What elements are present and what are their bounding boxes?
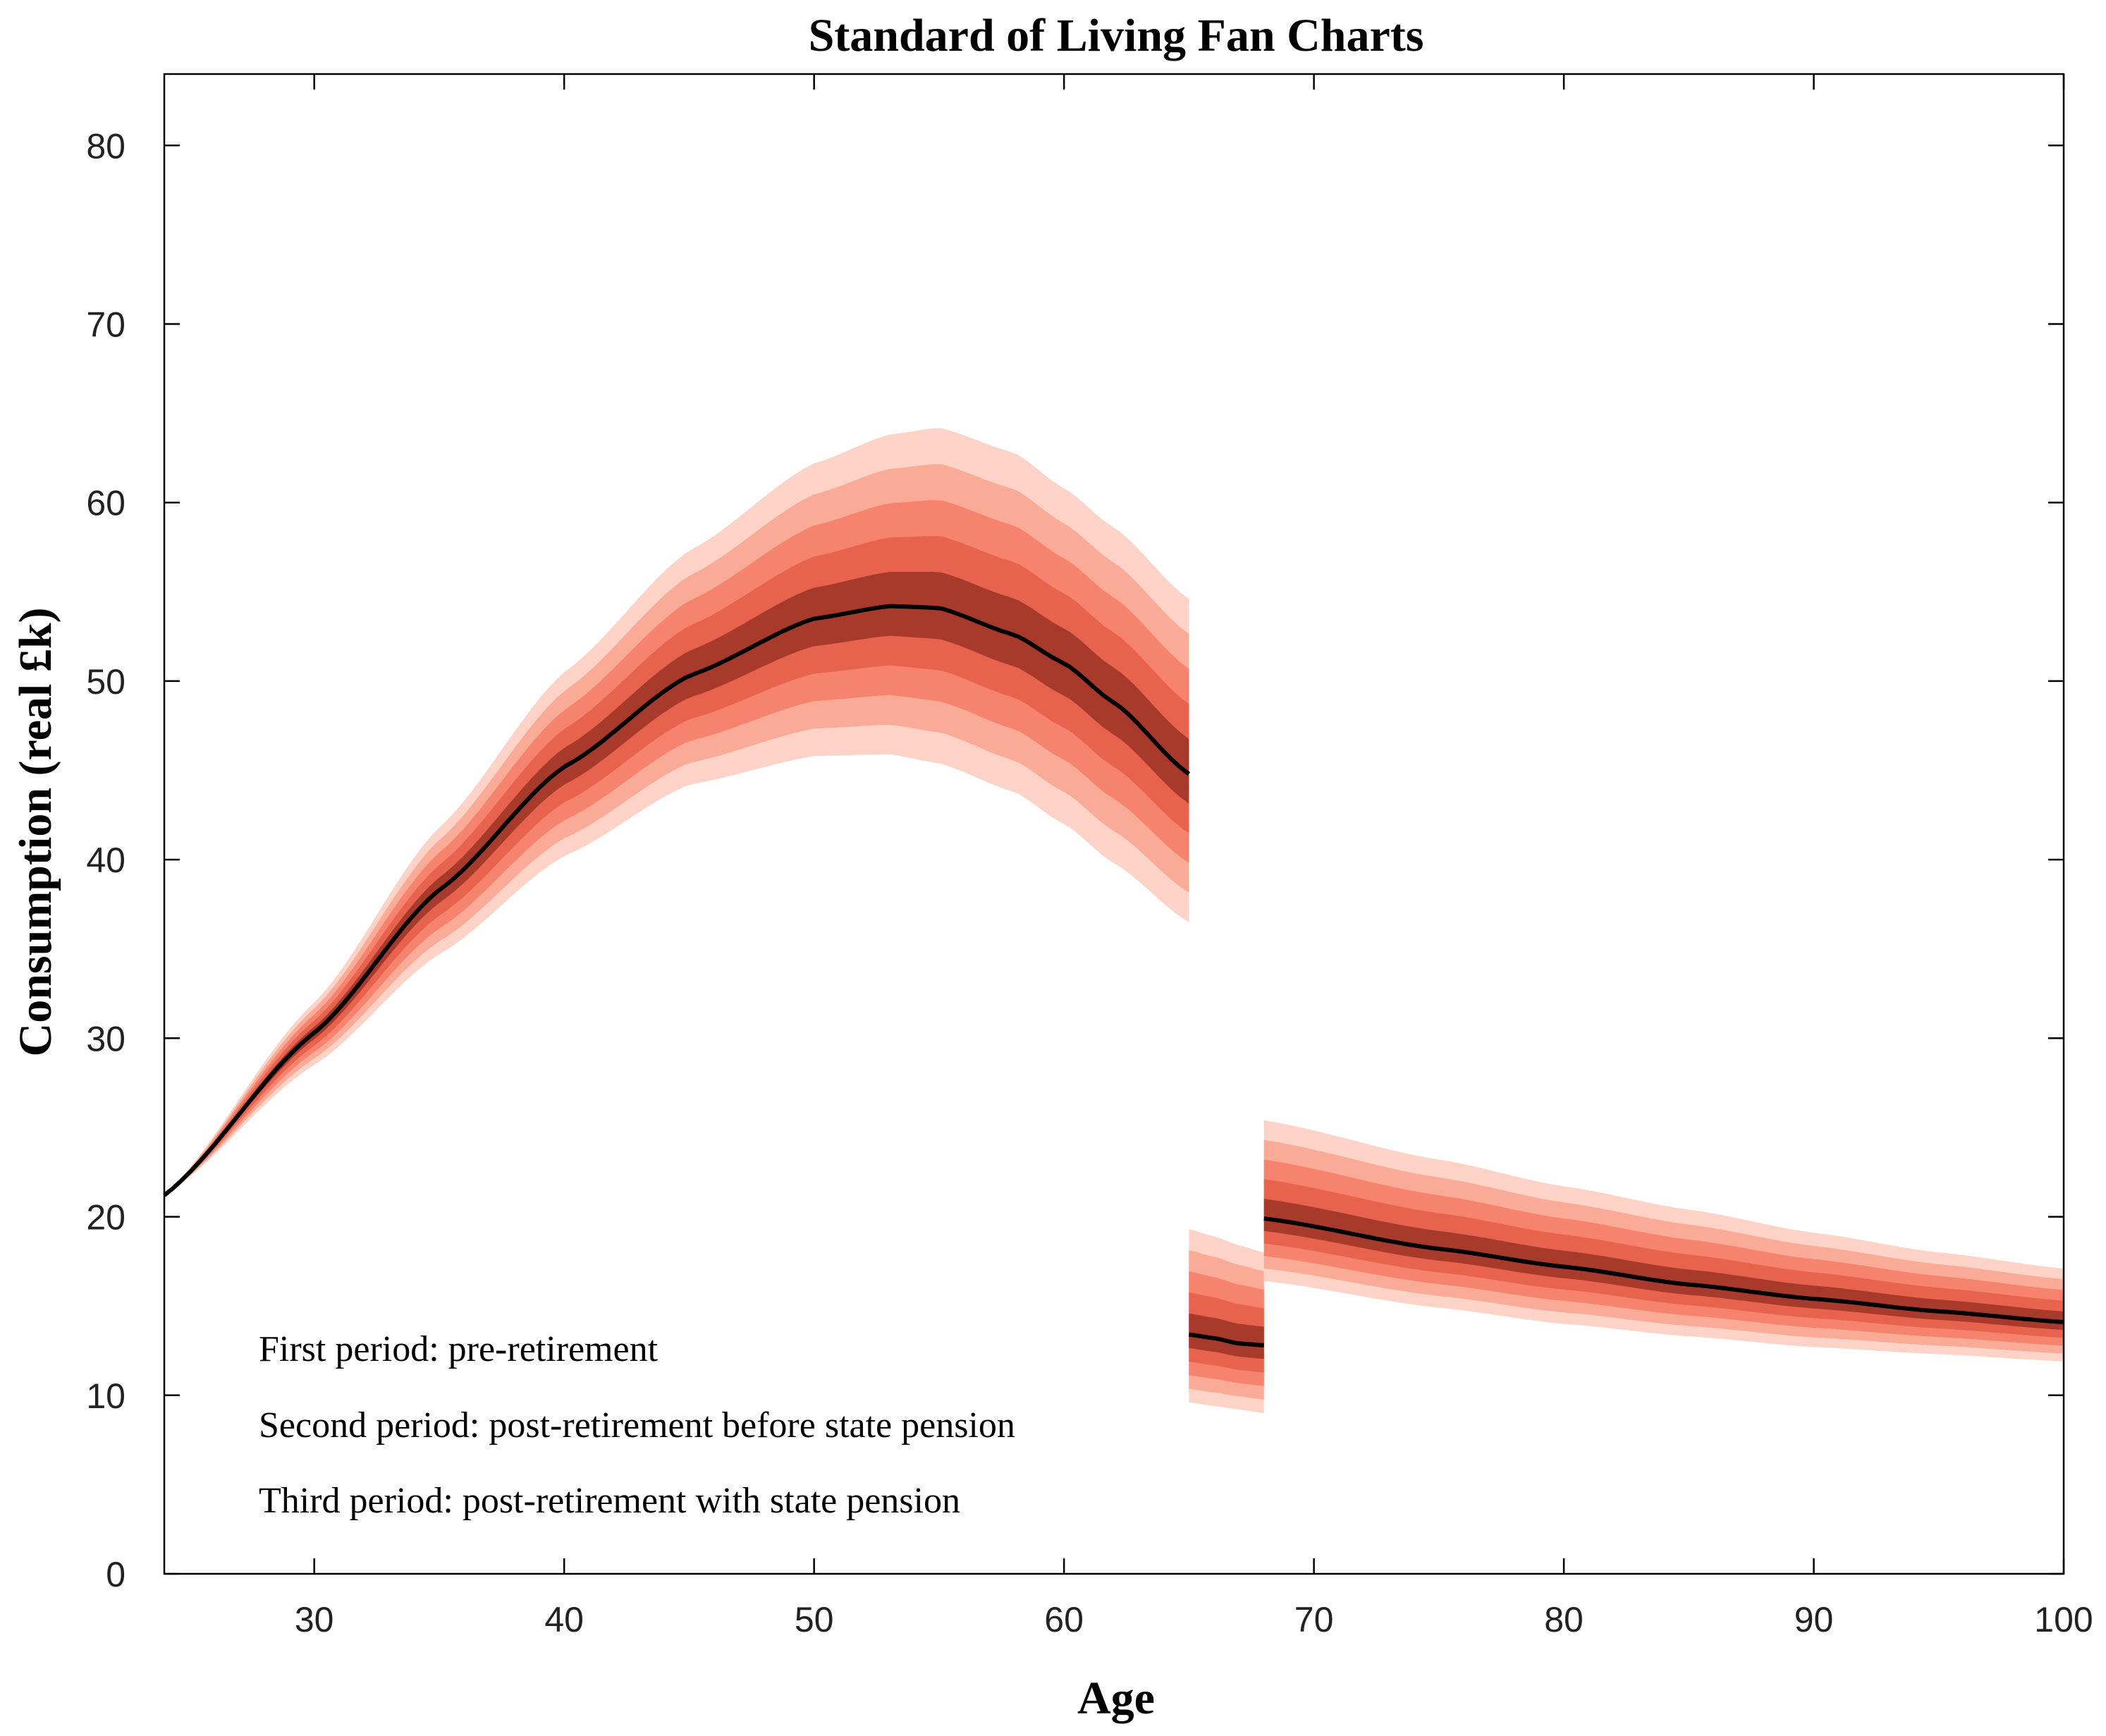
y-tick-label: 80 [86, 126, 125, 166]
median-line-seg2 [1187, 1332, 1266, 1347]
x-tick-label: 30 [295, 1600, 334, 1639]
fan-band-seg1-level3 [164, 500, 1189, 1196]
y-tick-label: 60 [86, 484, 125, 523]
y-tick-label: 0 [106, 1555, 125, 1594]
x-tick-label: 90 [1794, 1600, 1834, 1639]
x-tick-label: 100 [2034, 1600, 2093, 1639]
fan-band-seg2-level5 [1189, 1313, 1264, 1359]
y-axis-ticks: 0 10 20 30 40 50 60 70 80 [86, 126, 2064, 1594]
x-tick-label: 50 [795, 1600, 834, 1639]
y-tick-label: 70 [86, 305, 125, 345]
x-tick-label: 70 [1294, 1600, 1334, 1639]
plot-frame [163, 73, 2065, 1575]
y-tick-label: 40 [86, 841, 125, 880]
x-tick-label: 80 [1544, 1600, 1584, 1639]
median-line-seg1 [163, 604, 1191, 1197]
x-tick-label: 40 [544, 1600, 584, 1639]
y-tick-label: 10 [86, 1376, 125, 1416]
axes [163, 73, 2065, 1575]
annotation-first-period: First period: pre-retirement [259, 1329, 659, 1369]
fan-band-seg1-level5 [164, 572, 1189, 1196]
x-axis-ticks: 30 40 50 60 70 80 90 100 [295, 74, 2093, 1639]
x-tick-label: 60 [1044, 1600, 1084, 1639]
fan-bands [164, 428, 2064, 1414]
annotation-second-period: Second period: post-retirement before st… [259, 1405, 1015, 1445]
x-axis-label: Age [1077, 1673, 1155, 1724]
median-lines [163, 604, 2064, 1347]
median-line-seg3 [1263, 1216, 2064, 1324]
y-tick-label: 30 [86, 1019, 125, 1058]
y-tick-label: 50 [86, 662, 125, 702]
chart-title: Standard of Living Fan Charts [809, 10, 1424, 61]
y-tick-label: 20 [86, 1198, 125, 1237]
annotation-third-period: Third period: post-retirement with state… [259, 1481, 960, 1521]
y-axis-label: Consumption (real £k) [10, 608, 61, 1057]
fan-band-seg3-level5 [1263, 1199, 2064, 1331]
